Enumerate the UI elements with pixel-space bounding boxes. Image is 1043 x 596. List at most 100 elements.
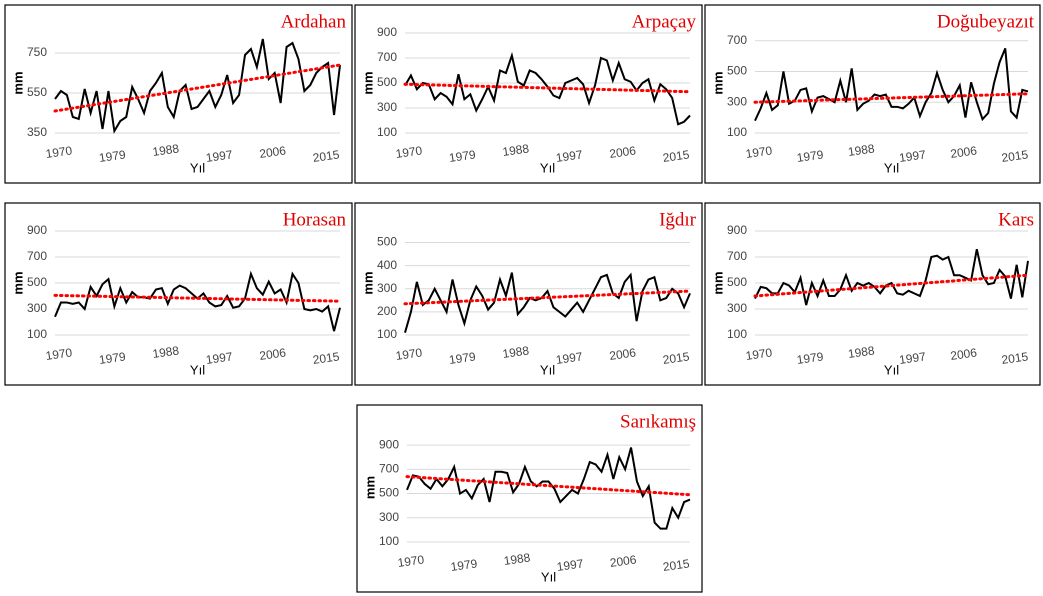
y-axis-label: mm [362,476,377,499]
x-tick-label: 1970 [45,345,74,363]
x-tick-label: 2015 [312,147,341,165]
x-tick-label: 1979 [448,349,477,367]
y-tick-label: 300 [379,510,399,524]
x-tick-label: 1970 [395,345,424,363]
y-tick-label: 500 [377,75,397,89]
trend-line [53,63,342,113]
x-tick-label: 2006 [608,143,637,161]
y-axis-label: mm [360,71,375,94]
y-tick-label: 750 [27,45,47,59]
y-tick-label: 900 [727,223,747,237]
x-tick-label: 1997 [205,349,234,367]
x-tick-label: 2006 [949,143,978,161]
chart-title: Horasan [283,209,347,230]
y-axis-label: mm [10,71,25,94]
chart-title: Arpaçay [632,11,697,32]
chart-title: Kars [998,209,1034,230]
y-tick-label: 700 [727,33,747,47]
data-line [54,38,341,134]
x-tick-label: 1970 [745,143,774,161]
x-axis-label: Yıl [190,160,205,175]
x-tick-label: 1979 [98,349,127,367]
y-tick-label: 550 [27,85,47,99]
x-tick-label: 1979 [98,147,127,165]
chart-title: Sarıkamış [620,411,696,432]
trend-line [403,82,692,94]
x-tick-label: 1997 [898,349,927,367]
y-tick-label: 100 [379,534,399,548]
x-tick-label: 2015 [1001,349,1030,367]
y-tick-label: 900 [379,437,399,451]
y-tick-label: 900 [27,223,47,237]
y-axis-label: mm [710,71,725,94]
x-tick-label: 1988 [152,343,181,361]
x-tick-label: 1997 [555,147,584,165]
y-tick-label: 300 [377,100,397,114]
x-tick-label: 2006 [258,345,287,363]
x-tick-label: 1997 [556,556,585,574]
x-tick-label: 1979 [796,147,825,165]
trend-line [753,273,1030,298]
x-tick-label: 2015 [312,349,341,367]
y-tick-label: 400 [377,258,397,272]
x-tick-label: 1970 [395,143,424,161]
y-tick-label: 700 [377,50,397,64]
y-tick-label: 100 [727,125,747,139]
panel [354,4,703,184]
panel [354,202,703,386]
x-axis-label: Yıl [540,160,555,175]
x-tick-label: 1970 [397,552,426,570]
x-tick-label: 1979 [796,349,825,367]
x-tick-label: 1988 [847,141,876,159]
trend-line [403,289,692,306]
y-tick-label: 500 [27,275,47,289]
x-tick-label: 2006 [608,345,637,363]
y-tick-label: 700 [379,462,399,476]
y-tick-label: 300 [727,94,747,108]
x-tick-label: 2006 [949,345,978,363]
y-tick-label: 500 [377,235,397,249]
y-tick-label: 300 [377,281,397,295]
chart-title: Doğubeyazıt [937,11,1035,32]
y-tick-label: 700 [27,249,47,263]
y-tick-label: 100 [377,125,397,139]
data-line [754,48,1029,122]
x-tick-label: 1988 [502,141,531,159]
x-axis-label: Yıl [884,362,899,377]
x-tick-label: 2015 [662,147,691,165]
trend-line [53,293,342,303]
x-tick-label: 1997 [555,349,584,367]
panel [356,404,703,593]
x-tick-label: 1979 [448,147,477,165]
x-tick-label: 1970 [45,143,74,161]
data-line [406,447,691,530]
x-tick-label: 2015 [1001,147,1030,165]
y-axis-label: mm [360,271,375,294]
x-tick-label: 2006 [609,552,638,570]
data-line [404,272,691,333]
y-tick-label: 300 [27,301,47,315]
panel [704,4,1041,184]
y-tick-label: 500 [727,275,747,289]
y-tick-label: 100 [727,327,747,341]
y-tick-label: 500 [727,64,747,78]
y-tick-label: 350 [27,125,47,139]
panel [4,202,353,386]
x-axis-label: Yıl [540,362,555,377]
y-tick-label: 500 [379,486,399,500]
x-tick-label: 2015 [662,556,691,574]
x-tick-label: 1988 [152,141,181,159]
y-tick-label: 300 [727,301,747,315]
x-tick-label: 1988 [847,343,876,361]
trend-line [753,92,1030,104]
x-tick-label: 1970 [745,345,774,363]
x-tick-label: 1988 [503,550,532,568]
y-tick-label: 100 [27,327,47,341]
x-tick-label: 2006 [258,143,287,161]
y-tick-label: 900 [377,25,397,39]
y-tick-label: 100 [377,327,397,341]
panel [704,202,1041,386]
x-axis-label: Yıl [190,362,205,377]
x-tick-label: 1997 [205,147,234,165]
